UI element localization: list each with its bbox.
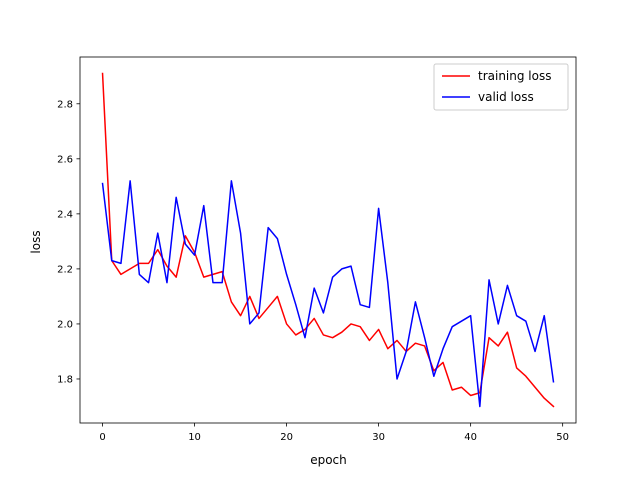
x-tick-label: 50 — [556, 432, 569, 443]
x-axis-label: epoch — [310, 453, 347, 467]
x-tick-label: 20 — [280, 432, 293, 443]
series-line-valid-loss — [101, 180, 555, 408]
y-tick-label: 2.8 — [57, 99, 73, 110]
y-tick-label: 2.6 — [57, 154, 73, 165]
y-tick-label: 2.0 — [57, 320, 73, 331]
plot-lines — [101, 72, 555, 408]
x-tick-label: 30 — [372, 432, 385, 443]
y-tick-label: 1.8 — [57, 375, 73, 386]
legend: training loss valid loss — [433, 63, 569, 111]
x-tick-label: 40 — [464, 432, 477, 443]
y-tick-label: 2.4 — [57, 209, 73, 220]
y-tick-label: 2.2 — [57, 264, 73, 275]
legend-label-training-loss: training loss — [478, 69, 551, 83]
x-tick-label: 0 — [99, 432, 105, 443]
axes: 0 10 20 30 40 50 1.8 2.0 2.2 2.4 2.6 2.8 — [57, 56, 577, 443]
legend-label-valid-loss: valid loss — [478, 90, 534, 104]
plot-frame — [79, 56, 577, 424]
x-tick-label: 10 — [188, 432, 201, 443]
y-axis-label: loss — [29, 230, 43, 253]
